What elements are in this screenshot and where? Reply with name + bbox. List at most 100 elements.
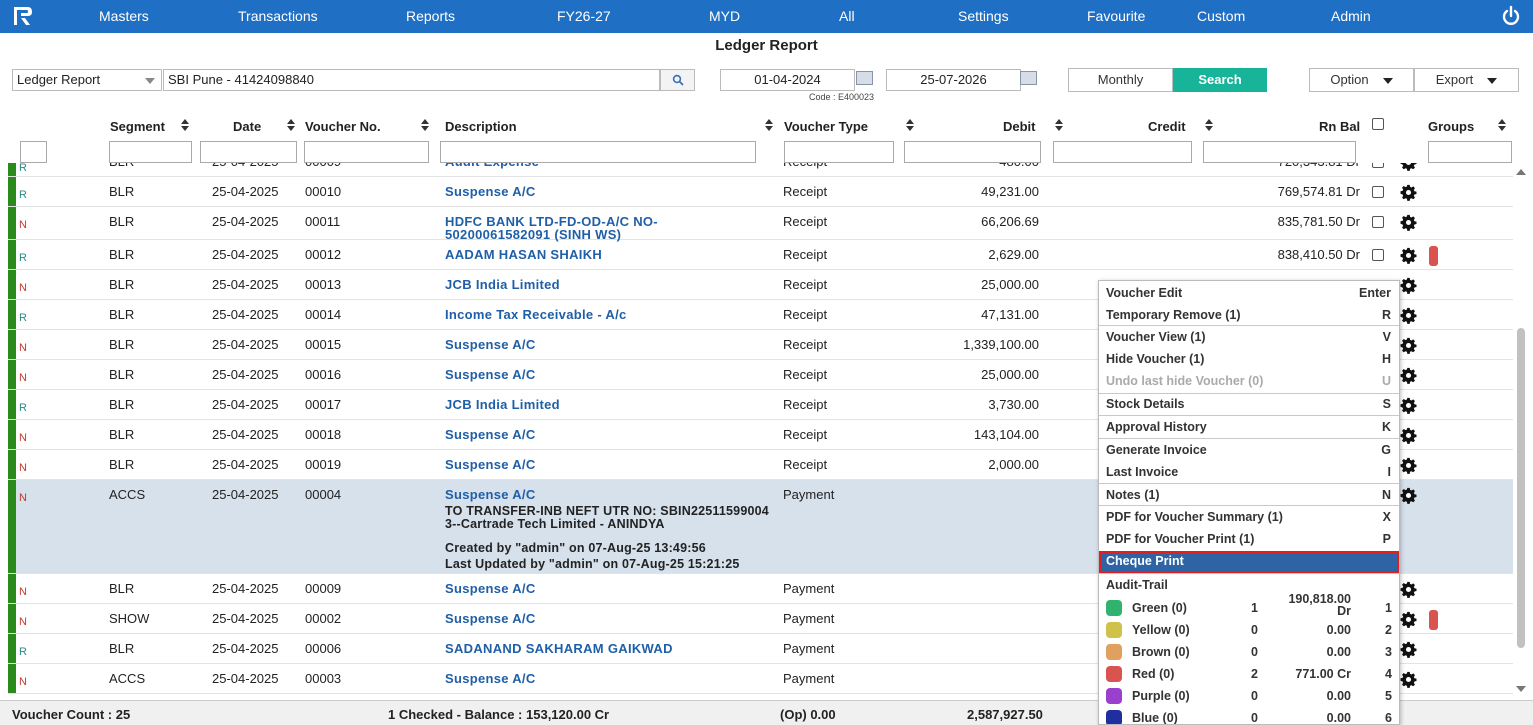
gear-icon[interactable]	[1400, 611, 1417, 628]
col-rn-bal[interactable]: Rn Bal	[1319, 119, 1361, 134]
cell-description-link[interactable]: Suspense A/C	[445, 184, 536, 199]
table-row[interactable]: R BLR 25-04-2025 00006 SADANAND SAKHARAM GAI…	[8, 634, 1513, 664]
table-row[interactable]: N BLR 25-04-2025 00018 Suspense A/C Receipt 14…	[8, 420, 1513, 450]
table-row[interactable]: N BLR 25-04-2025 00009 Suspense A/C Payment	[8, 574, 1513, 604]
nav-all[interactable]: All	[839, 8, 855, 24]
cell-description-link[interactable]: Suspense A/C	[445, 487, 536, 502]
gear-icon[interactable]	[1400, 581, 1417, 598]
cell-description-link[interactable]: Suspense A/C	[445, 581, 536, 596]
sort-icon[interactable]	[906, 119, 914, 131]
menu-item-last-invoice[interactable]: Last Invoice I	[1099, 462, 1399, 484]
monthly-button[interactable]: Monthly	[1068, 68, 1173, 92]
filter-type-input[interactable]	[784, 141, 894, 163]
cell-description-link[interactable]: JCB India Limited	[445, 397, 560, 412]
col-voucher-type[interactable]: Voucher Type	[784, 119, 869, 134]
cell-description-link[interactable]: Suspense A/C	[445, 611, 536, 626]
scroll-up-icon[interactable]	[1516, 169, 1526, 175]
sort-icon[interactable]	[421, 119, 429, 131]
nav-transactions[interactable]: Transactions	[238, 8, 318, 24]
col-date[interactable]: Date	[233, 119, 262, 134]
filter-flag-input[interactable]	[20, 141, 47, 163]
color-group-item[interactable]: Yellow (0) 0 0.00 2	[1099, 619, 1399, 641]
filter-segment-input[interactable]	[109, 141, 192, 163]
menu-item-approval-history[interactable]: Approval History K	[1099, 417, 1399, 439]
select-all-checkbox[interactable]	[1372, 118, 1384, 130]
cell-description-link[interactable]: AADAM HASAN SHAIKH	[445, 247, 603, 262]
row-checkbox[interactable]	[1372, 249, 1384, 261]
gear-icon[interactable]	[1400, 457, 1417, 474]
gear-icon[interactable]	[1400, 247, 1417, 264]
gear-icon[interactable]	[1400, 367, 1417, 384]
table-row[interactable]: R BLR 25-04-2025 00009 Audit Expense Receipt 4…	[8, 163, 1513, 177]
filter-date-input[interactable]	[200, 141, 297, 163]
report-type-select[interactable]: Ledger Report	[12, 69, 162, 91]
vertical-scrollbar[interactable]	[1513, 163, 1531, 698]
gear-icon[interactable]	[1400, 214, 1417, 231]
gear-icon[interactable]	[1400, 277, 1417, 294]
export-button[interactable]: Export	[1414, 68, 1519, 92]
menu-item-generate-invoice[interactable]: Generate Invoice G	[1099, 440, 1399, 462]
nav-favourite[interactable]: Favourite	[1087, 8, 1146, 24]
gear-icon[interactable]	[1400, 163, 1417, 171]
color-group-item[interactable]: Red (0) 2 771.00 Cr 4	[1099, 663, 1399, 685]
menu-item-undo-hide-voucher[interactable]: Undo last hide Voucher (0) U	[1099, 371, 1399, 393]
from-date-input[interactable]: 01-04-2024	[720, 69, 855, 91]
calendar-icon[interactable]	[1020, 71, 1037, 85]
cell-description-link[interactable]: Suspense A/C	[445, 457, 536, 472]
row-checkbox[interactable]	[1372, 216, 1384, 228]
cell-description-link[interactable]: Audit Expense	[445, 163, 539, 169]
filter-rnbal-input[interactable]	[1203, 141, 1356, 163]
row-checkbox[interactable]	[1372, 163, 1384, 168]
app-logo-icon[interactable]	[12, 6, 34, 26]
nav-masters[interactable]: Masters	[99, 8, 149, 24]
row-checkbox[interactable]	[1372, 186, 1384, 198]
col-groups[interactable]: Groups	[1428, 119, 1475, 134]
nav-reports[interactable]: Reports	[406, 8, 456, 24]
table-row[interactable]: N BLR 25-04-2025 00011 HDFC BANK LTD-FD-OD-A…	[8, 207, 1513, 242]
filter-debit-input[interactable]	[904, 141, 1041, 163]
group-color-tag[interactable]	[1429, 610, 1438, 630]
to-date-input[interactable]: 25-07-2026	[886, 69, 1021, 91]
cell-description-link[interactable]: Suspense A/C	[445, 427, 536, 442]
gear-icon[interactable]	[1400, 487, 1417, 504]
cell-description-link[interactable]: Suspense A/C	[445, 367, 536, 382]
power-icon[interactable]	[1501, 5, 1521, 27]
gear-icon[interactable]	[1400, 397, 1417, 414]
nav-myd[interactable]: MYD	[709, 8, 741, 24]
col-credit[interactable]: Credit	[1148, 119, 1186, 134]
cell-description-link[interactable]: JCB India Limited	[445, 277, 560, 292]
sort-icon[interactable]	[1055, 119, 1063, 131]
sort-icon[interactable]	[287, 119, 295, 131]
sort-icon[interactable]	[1205, 119, 1213, 131]
cell-description-link[interactable]: Suspense A/C	[445, 671, 536, 686]
color-group-item[interactable]: Purple (0) 0 0.00 5	[1099, 685, 1399, 707]
menu-item-pdf-voucher-print[interactable]: PDF for Voucher Print (1) P	[1099, 529, 1399, 551]
sort-icon[interactable]	[765, 119, 773, 131]
table-row[interactable]: N SHOW 25-04-2025 00002 Suspense A/C Payment	[8, 604, 1513, 634]
gear-icon[interactable]	[1400, 184, 1417, 201]
table-row[interactable]: N BLR 25-04-2025 00019 Suspense A/C Receipt 2,…	[8, 450, 1513, 480]
gear-icon[interactable]	[1400, 641, 1417, 658]
nav-settings[interactable]: Settings	[958, 8, 1009, 24]
group-color-tag[interactable]	[1429, 246, 1438, 266]
menu-item-voucher-edit[interactable]: Voucher Edit Enter	[1099, 283, 1399, 305]
menu-item-pdf-voucher-summary[interactable]: PDF for Voucher Summary (1) X	[1099, 507, 1399, 529]
nav-custom[interactable]: Custom	[1197, 8, 1246, 24]
table-row[interactable]: R BLR 25-04-2025 00010 Suspense A/C Receipt 49…	[8, 177, 1513, 207]
cell-description-link[interactable]: SADANAND SAKHARAM GAIKWAD	[445, 641, 673, 656]
menu-item-cheque-print[interactable]: Cheque Print	[1099, 551, 1399, 573]
menu-item-temporary-remove[interactable]: Temporary Remove (1) R	[1099, 305, 1399, 327]
cell-description-link-line2[interactable]: 50200061582091 (SINH WS)	[445, 227, 622, 242]
nav-admin[interactable]: Admin	[1331, 8, 1371, 24]
option-button[interactable]: Option	[1309, 68, 1414, 92]
col-description[interactable]: Description	[445, 119, 517, 134]
search-button[interactable]: Search	[1173, 68, 1267, 92]
gear-icon[interactable]	[1400, 307, 1417, 324]
table-row[interactable]: N BLR 25-04-2025 00013 JCB India Limited Rece…	[8, 270, 1513, 300]
scroll-thumb[interactable]	[1517, 328, 1525, 648]
gear-icon[interactable]	[1400, 427, 1417, 444]
table-row[interactable]: R BLR 25-04-2025 00014 Income Tax Receivable…	[8, 300, 1513, 330]
menu-item-hide-voucher[interactable]: Hide Voucher (1) H	[1099, 349, 1399, 371]
gear-icon[interactable]	[1400, 671, 1417, 688]
col-debit[interactable]: Debit	[1003, 119, 1036, 134]
